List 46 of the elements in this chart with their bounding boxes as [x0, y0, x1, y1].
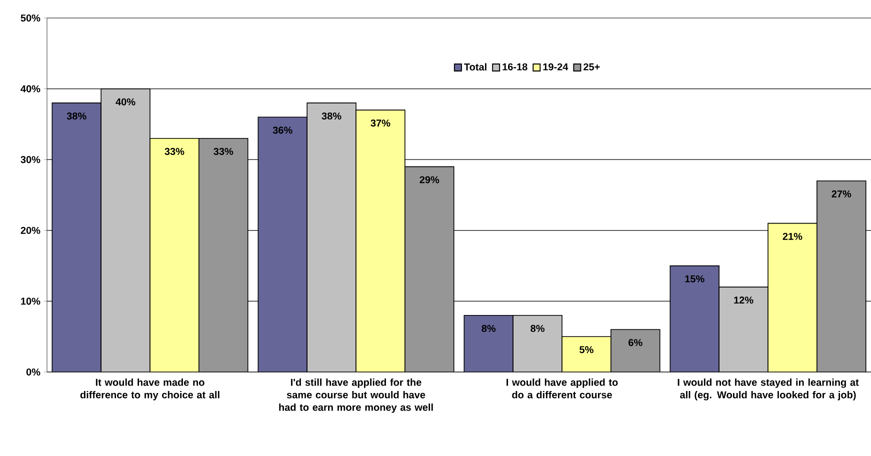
- bar: [198, 138, 248, 372]
- y-tick-label: 30%: [20, 156, 40, 164]
- y-tick-label: 20%: [20, 226, 40, 234]
- data-label: 33%: [164, 148, 184, 155]
- x-tick-label: I would not have stayed in learning at all (eg. Would have looked for a job): [678, 378, 859, 400]
- data-label: 29%: [420, 176, 440, 184]
- bar: [150, 138, 199, 372]
- data-label: 27%: [832, 190, 852, 198]
- data-label: 38%: [66, 112, 86, 120]
- data-label: 38%: [322, 112, 342, 120]
- y-tick-label: 10%: [21, 298, 40, 305]
- data-label: 12%: [734, 296, 754, 304]
- bar: [816, 180, 866, 372]
- data-label: 6%: [628, 339, 642, 346]
- legend-label: 16-18: [502, 63, 528, 70]
- bar: [610, 330, 660, 372]
- x-tick-label: It would have made no difference to my choice at all: [80, 378, 220, 400]
- data-label: 33%: [214, 148, 234, 155]
- legend-label: 19-24: [543, 63, 568, 70]
- data-label: 8%: [482, 324, 496, 332]
- data-label: 37%: [370, 120, 390, 127]
- x-tick-label: I'd still have applied for the same course but would have had to earn more money as well: [279, 378, 433, 413]
- bar: [670, 265, 720, 372]
- data-label: 15%: [685, 275, 704, 282]
- data-label: 21%: [782, 232, 802, 240]
- bar: [101, 88, 150, 372]
- bar: [718, 286, 768, 372]
- bar: [768, 222, 818, 372]
- data-label: 8%: [530, 324, 544, 332]
- legend-label: 25+: [584, 63, 600, 70]
- y-tick-label: 0%: [26, 368, 40, 376]
- y-tick-label: 40%: [20, 85, 40, 92]
- data-label: 36%: [272, 126, 292, 134]
- bar: [464, 315, 514, 372]
- bar: [404, 166, 454, 372]
- y-tick-label: 50%: [20, 14, 40, 22]
- data-label: 40%: [116, 98, 136, 106]
- data-label: 5%: [580, 346, 594, 354]
- bar: [562, 336, 611, 372]
- bar: [356, 110, 405, 372]
- bar: [513, 315, 562, 372]
- bar: [52, 102, 102, 372]
- bar: [258, 117, 308, 372]
- bar: [307, 102, 356, 372]
- legend-label: Total: [464, 63, 486, 71]
- x-tick-label: I would have applied to do a different course: [506, 378, 618, 398]
